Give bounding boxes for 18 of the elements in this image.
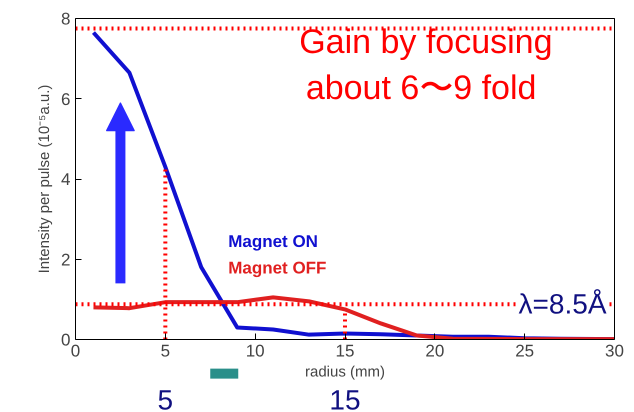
x-axis-title: radius (mm) <box>305 364 386 380</box>
x-tick-label: 30 <box>605 342 624 360</box>
y-tick-label: 8 <box>61 10 71 28</box>
x-tick-label: 20 <box>425 342 444 360</box>
annotation: Gain by focusing about 6〜9 fold <box>299 23 552 107</box>
ref-line-label: 15 <box>329 384 361 412</box>
y-tick-label: 2 <box>61 250 71 270</box>
x-tick-label: 10 <box>246 342 265 360</box>
y-tick-label: 6 <box>61 90 71 109</box>
ref-line-label: 5 <box>158 384 174 412</box>
annotation: λ=8.5Å <box>518 288 607 320</box>
y-axis-title: Intensity per pulse (10⁻⁵a.u.) <box>36 84 54 274</box>
series-label: Magnet ON <box>228 232 318 252</box>
x-tick-label: 15 <box>336 342 354 360</box>
y-tick-label: 4 <box>61 170 71 189</box>
x-tick-label: 5 <box>160 342 170 360</box>
x-tick-label: 25 <box>515 342 534 360</box>
series-label: Magnet OFF <box>228 258 326 278</box>
